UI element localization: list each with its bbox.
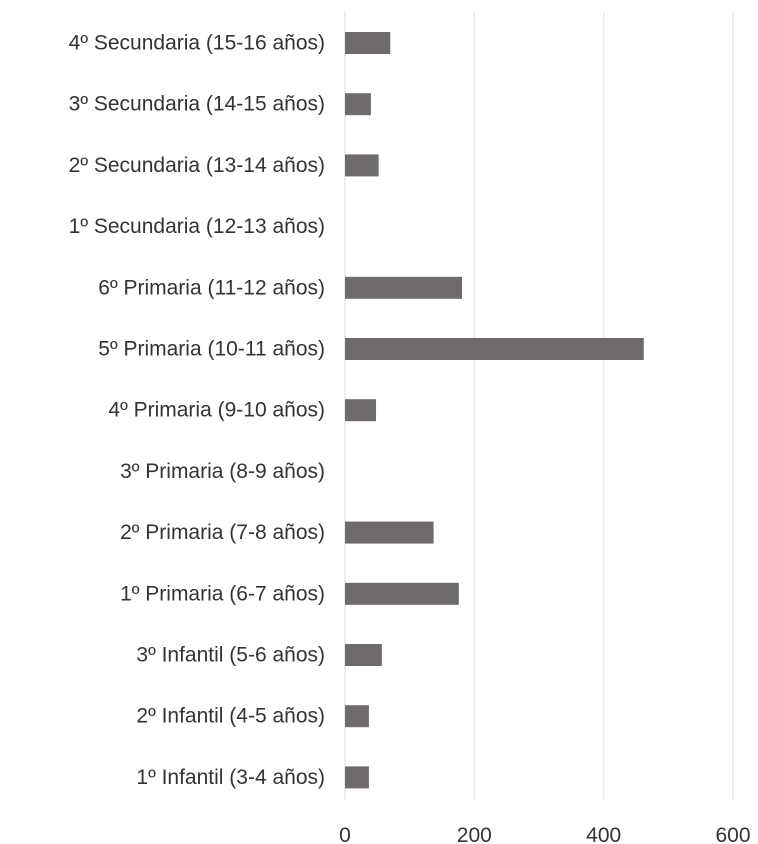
category-label: 4º Primaria (9-10 años) bbox=[108, 399, 325, 422]
category-label: 5º Primaria (10-11 años) bbox=[98, 338, 325, 361]
gridlines bbox=[344, 12, 734, 800]
category-label: 3º Primaria (8-9 años) bbox=[120, 460, 325, 483]
category-label: 1º Infantil (3-4 años) bbox=[136, 766, 325, 789]
x-tick-label: 0 bbox=[339, 824, 351, 844]
bar bbox=[345, 32, 391, 54]
bar bbox=[345, 93, 371, 116]
bar bbox=[345, 582, 459, 605]
bar bbox=[345, 766, 369, 789]
bar bbox=[345, 338, 644, 360]
category-label: 2º Secundaria (13-14 años) bbox=[69, 154, 325, 177]
category-label: 6º Primaria (11-12 años) bbox=[98, 276, 325, 299]
bars bbox=[345, 32, 644, 789]
x-axis-tick-labels: 0 200 400 600 bbox=[339, 824, 750, 844]
category-label: 2º Primaria (7-8 años) bbox=[120, 521, 325, 544]
category-label: 4º Secundaria (15-16 años) bbox=[69, 32, 325, 55]
category-label: 2º Infantil (4-5 años) bbox=[136, 705, 325, 728]
category-labels: 4º Secundaria (15-16 años) 3º Secundaria … bbox=[69, 32, 325, 789]
bar bbox=[345, 521, 434, 544]
category-label: 1º Secundaria (12-13 años) bbox=[69, 215, 325, 238]
bar bbox=[345, 276, 463, 299]
category-label: 3º Secundaria (14-15 años) bbox=[69, 93, 325, 116]
x-tick-label: 600 bbox=[715, 824, 750, 844]
bar bbox=[345, 644, 382, 666]
bar bbox=[345, 399, 377, 422]
x-tick-label: 400 bbox=[586, 824, 621, 844]
bar bbox=[345, 154, 379, 177]
category-label: 3º Infantil (5-6 años) bbox=[136, 644, 325, 667]
category-label: 1º Primaria (6-7 años) bbox=[120, 582, 325, 605]
bar bbox=[345, 705, 369, 728]
x-tick-label: 200 bbox=[457, 824, 492, 844]
